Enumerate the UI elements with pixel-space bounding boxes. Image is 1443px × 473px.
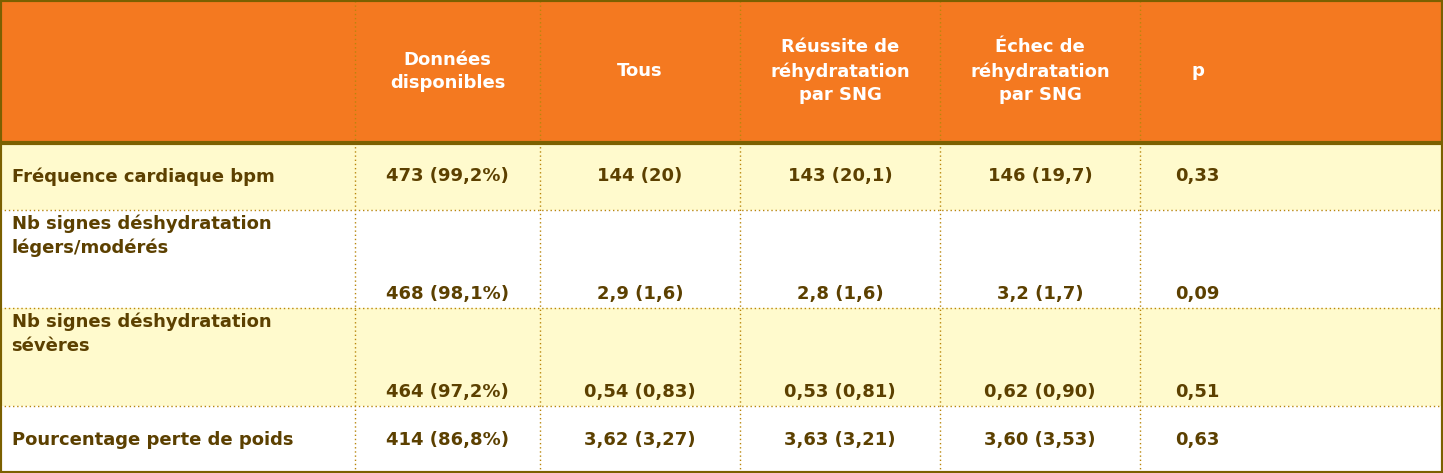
Text: Nb signes déshydratation
légers/modérés: Nb signes déshydratation légers/modérés <box>12 214 271 257</box>
Text: 464 (97,2%): 464 (97,2%) <box>387 383 509 401</box>
Text: 414 (86,8%): 414 (86,8%) <box>385 430 509 448</box>
Text: Pourcentage perte de poids: Pourcentage perte de poids <box>12 430 293 448</box>
Text: Nb signes déshydratation
sévères: Nb signes déshydratation sévères <box>12 313 271 355</box>
Bar <box>0 143 1443 210</box>
Text: 3,60 (3,53): 3,60 (3,53) <box>984 430 1095 448</box>
Text: 0,63: 0,63 <box>1175 430 1219 448</box>
Text: 0,53 (0,81): 0,53 (0,81) <box>784 383 896 401</box>
Text: 2,9 (1,6): 2,9 (1,6) <box>597 285 683 303</box>
Text: Tous: Tous <box>618 62 662 80</box>
Text: 144 (20): 144 (20) <box>597 167 683 185</box>
Text: 143 (20,1): 143 (20,1) <box>788 167 892 185</box>
Bar <box>0 308 1443 406</box>
Text: Réussite de
réhydratation
par SNG: Réussite de réhydratation par SNG <box>771 38 911 105</box>
Text: 468 (98,1%): 468 (98,1%) <box>385 285 509 303</box>
Text: p: p <box>1190 62 1203 80</box>
Bar <box>0 406 1443 473</box>
Text: 3,62 (3,27): 3,62 (3,27) <box>584 430 696 448</box>
Text: 0,09: 0,09 <box>1175 285 1219 303</box>
Text: Échec de
réhydratation
par SNG: Échec de réhydratation par SNG <box>970 38 1110 105</box>
Text: 0,54 (0,83): 0,54 (0,83) <box>584 383 696 401</box>
Bar <box>0 210 1443 308</box>
Text: 0,33: 0,33 <box>1175 167 1219 185</box>
Text: 146 (19,7): 146 (19,7) <box>987 167 1092 185</box>
Text: 473 (99,2%): 473 (99,2%) <box>387 167 509 185</box>
Text: 0,62 (0,90): 0,62 (0,90) <box>984 383 1095 401</box>
Text: Fréquence cardiaque bpm: Fréquence cardiaque bpm <box>12 167 274 185</box>
Text: Données
disponibles: Données disponibles <box>390 51 505 92</box>
Text: 2,8 (1,6): 2,8 (1,6) <box>797 285 883 303</box>
Text: 3,2 (1,7): 3,2 (1,7) <box>997 285 1084 303</box>
Text: 0,51: 0,51 <box>1175 383 1219 401</box>
Bar <box>0 0 1443 143</box>
Text: 3,63 (3,21): 3,63 (3,21) <box>784 430 896 448</box>
